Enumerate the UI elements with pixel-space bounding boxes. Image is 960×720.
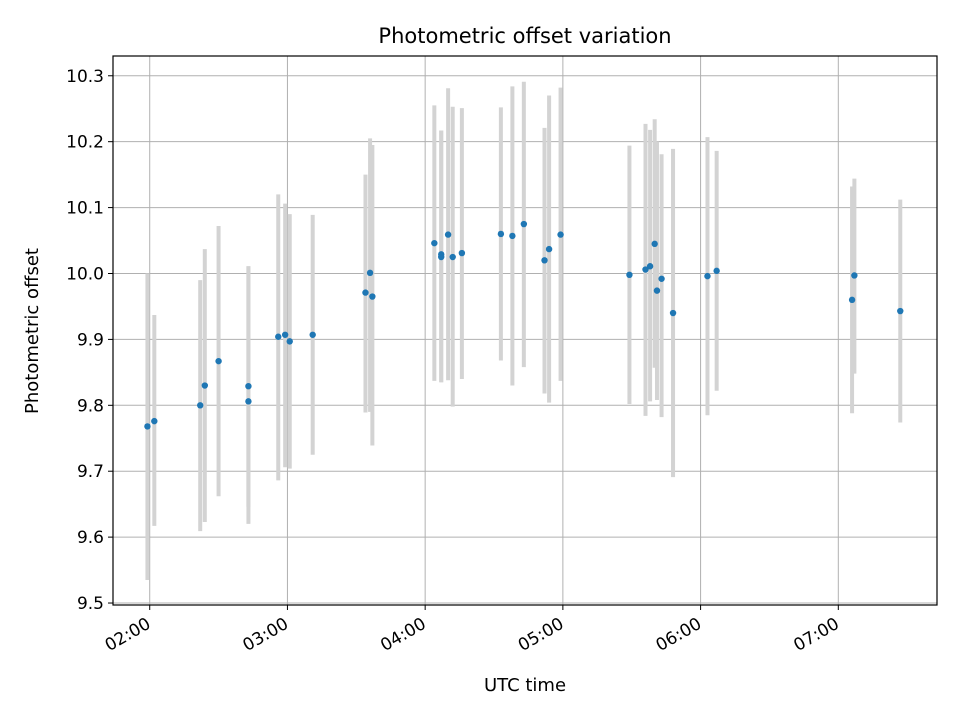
data-point <box>309 331 316 338</box>
data-point <box>245 382 252 390</box>
data-point <box>286 338 293 345</box>
x-tick-label: 06:00 <box>653 614 705 656</box>
data-point <box>653 287 661 294</box>
data-point-layer <box>144 220 904 430</box>
x-axis-ticks: 02:00 03:00 04:00 05:00 06:00 07:00 <box>102 605 843 656</box>
data-point <box>545 245 553 253</box>
data-point <box>197 402 204 409</box>
y-tick-label: 9.9 <box>77 330 104 350</box>
y-tick-label: 10.3 <box>66 67 104 87</box>
plot-frame <box>112 55 938 606</box>
y-tick-label: 9.8 <box>77 396 104 416</box>
data-point <box>642 266 649 273</box>
data-point <box>458 249 466 257</box>
data-point <box>438 253 445 261</box>
data-point <box>658 275 665 282</box>
x-tick-label: 02:00 <box>102 614 154 656</box>
x-tick-label: 07:00 <box>790 614 842 656</box>
data-point <box>369 293 376 300</box>
data-point <box>626 271 633 279</box>
data-point <box>444 231 452 238</box>
data-point <box>215 357 222 365</box>
x-tick-label: 05:00 <box>515 614 567 656</box>
data-point <box>431 239 438 247</box>
x-tick-label: 04:00 <box>377 614 429 656</box>
data-point <box>275 333 282 340</box>
data-point <box>541 257 548 264</box>
data-point <box>245 398 252 405</box>
y-tick-label: 9.6 <box>77 528 104 548</box>
data-point <box>366 269 374 277</box>
y-tick-label: 10.2 <box>66 133 104 153</box>
data-point <box>362 289 369 296</box>
x-tick-label: 03:00 <box>240 614 292 656</box>
data-point <box>704 272 711 280</box>
data-point <box>151 417 158 425</box>
data-point <box>848 296 856 304</box>
data-point <box>509 232 516 240</box>
data-point <box>713 267 720 275</box>
data-point <box>557 231 564 238</box>
y-axis-ticks: 9.5 9.6 9.7 9.8 9.9 10.0 10.1 10.2 10.3 <box>66 67 113 614</box>
data-point <box>520 220 528 228</box>
y-tick-label: 10.0 <box>66 264 104 284</box>
data-point <box>646 263 654 270</box>
data-point <box>851 272 858 279</box>
y-tick-label: 9.7 <box>77 462 104 482</box>
y-tick-label: 10.1 <box>66 199 104 219</box>
data-point <box>651 240 658 248</box>
y-tick-label: 9.5 <box>77 594 104 614</box>
data-point <box>201 382 209 389</box>
error-bar-layer <box>145 81 903 580</box>
chart-title: Photometric offset variation <box>378 24 671 48</box>
data-point <box>669 309 677 317</box>
y-axis-label: Photometric offset <box>22 248 43 414</box>
data-point <box>281 331 289 338</box>
data-point <box>449 253 456 261</box>
data-point <box>144 423 151 430</box>
data-point <box>497 230 505 238</box>
x-axis-label: UTC time <box>484 675 566 696</box>
data-point <box>897 307 904 315</box>
